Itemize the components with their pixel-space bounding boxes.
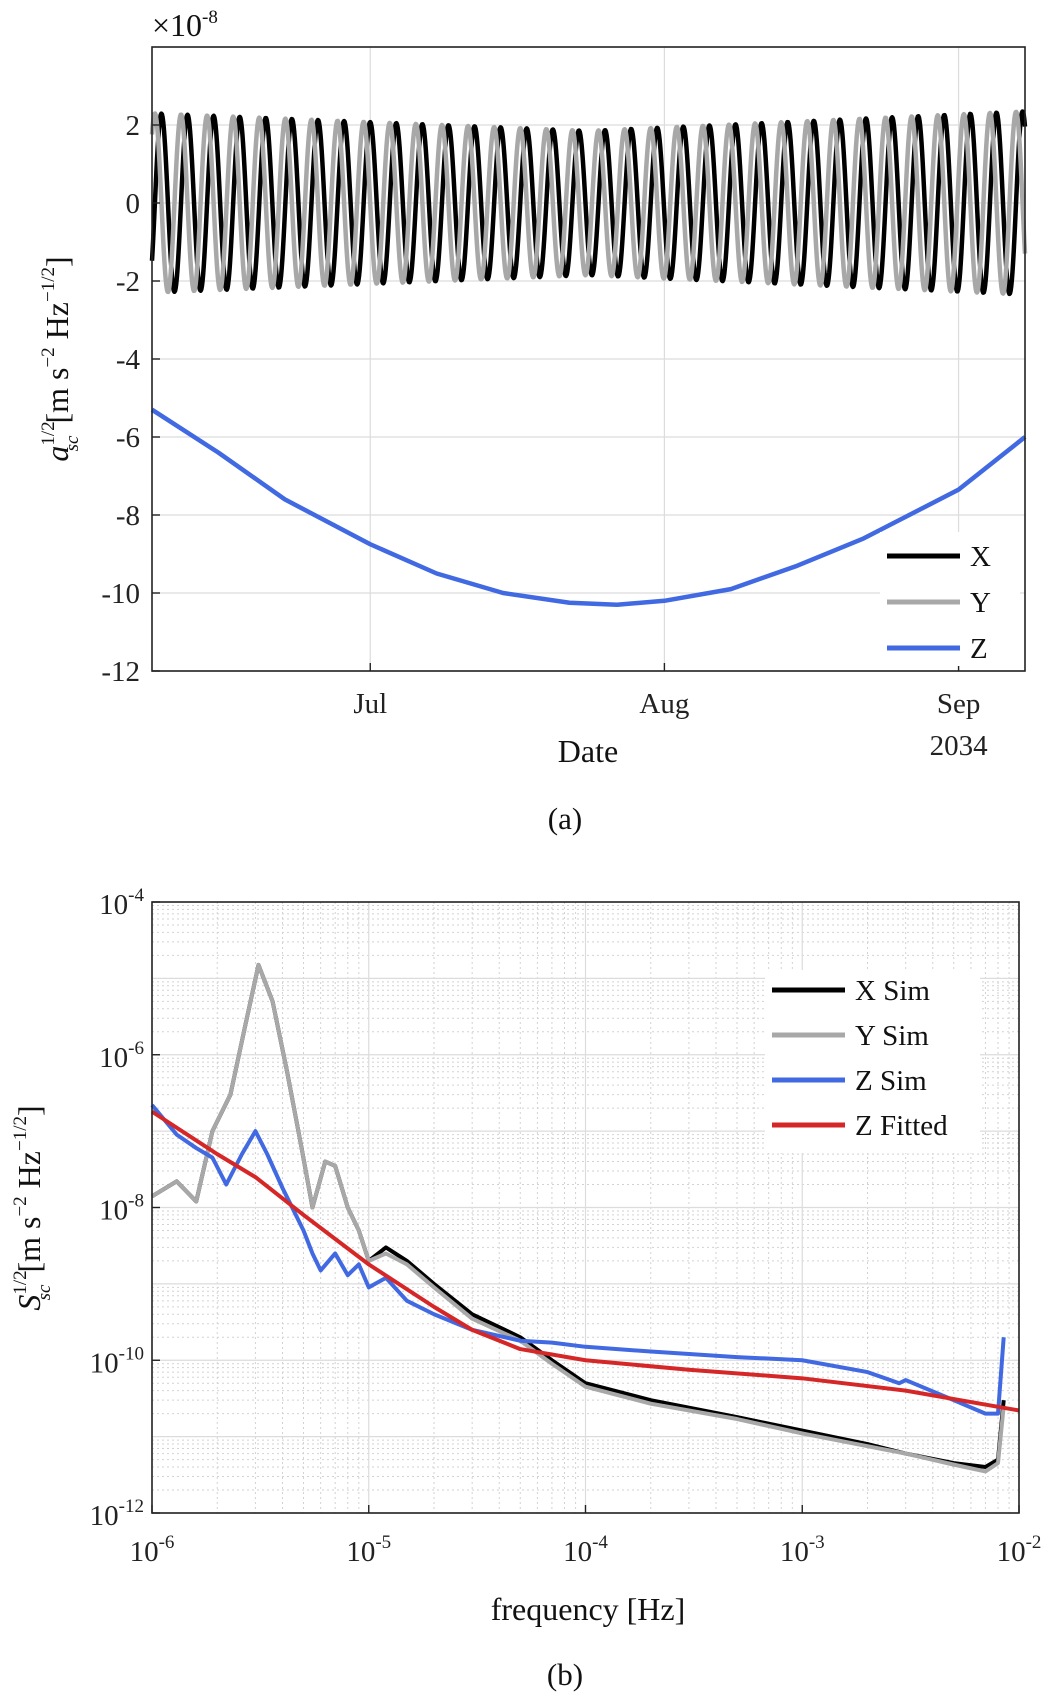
panel-a-ytick-label: -6 (116, 422, 140, 454)
panel-b-ticks: 10-6 10-5 10-4 10-3 10-2 10-4 10-6 10-8 10-10 10-… (90, 885, 1042, 1568)
panel-b-series-z-fitted (150, 1109, 1020, 1413)
panel-b-ytick-label: 10-4 (99, 885, 144, 921)
panel-a-ytick-label: -12 (101, 656, 140, 688)
panel-b-legend-label: Z Sim (855, 1065, 927, 1097)
panel-b-legend-label: X Sim (855, 975, 930, 1007)
panel-a-series-y (149, 109, 1028, 296)
panel-a-ytick-label: 0 (126, 188, 141, 220)
panel-b-xtick-label: 10-6 (130, 1532, 175, 1568)
panel-a-legend: XYZ (880, 532, 1020, 666)
panel-a-xlabel: Date (558, 733, 618, 769)
panel-a-xtick-label: Aug (639, 688, 689, 720)
panel-a-series (149, 109, 1028, 607)
panel-b-xtick-label: 10-5 (346, 1532, 391, 1568)
panel-a-ytick-label: -8 (116, 500, 140, 532)
panel-b-xtick-label: 10-2 (997, 1532, 1042, 1568)
panel-a-xtick-year: 2034 (930, 730, 989, 762)
panel-b-legend-label: Y Sim (855, 1020, 929, 1052)
panel-a-legend-label: X (970, 541, 991, 573)
panel-a-legend-label: Y (970, 587, 991, 619)
panel-a-caption: (a) (548, 801, 582, 836)
panel-a-ticks: 2 0 -2 -4 -6 -8 -10 -12 Jul Aug Sep 2034 (101, 110, 988, 762)
panel-b-ytick-label: 10-8 (99, 1191, 144, 1227)
panel-b-legend: X Sim Y Sim Z Sim Z Fitted (765, 970, 980, 1153)
panel-a-ytick-label: -2 (116, 266, 140, 298)
panel-b-xtick-label: 10-4 (563, 1532, 608, 1568)
panel-b-ylabel: S1/2 sc[m s−2 Hz−1/2] (10, 1105, 55, 1310)
panel-a-legend-label: Z (970, 633, 988, 665)
panel-b-ytick-label: 10-10 (90, 1343, 144, 1379)
panel-b-ytick-label: 10-12 (90, 1496, 144, 1532)
panel-b-series-y-sim (150, 962, 1006, 1474)
panel-b: 10-6 10-5 10-4 10-3 10-2 10-4 10-6 10-8 10-10 10-… (10, 885, 1041, 1692)
panel-a-ytick-label: -10 (101, 578, 140, 610)
panel-a-series-z (150, 407, 1027, 607)
panel-b-caption: (b) (547, 1657, 583, 1692)
panel-b-legend-label: Z Fitted (855, 1110, 948, 1142)
panel-a-exponent: ×10-8 (152, 7, 218, 43)
panel-a: 2 0 -2 -4 -6 -8 -10 -12 Jul Aug Sep 2034 ×10-8 Date… (38, 7, 1028, 836)
panel-a-ylabel: a1/2 sc[m s−2 Hz−1/2] (38, 256, 83, 461)
panel-a-xtick-label: Sep (937, 688, 981, 720)
panel-b-ytick-label: 10-6 (99, 1038, 144, 1074)
panel-b-xtick-label: 10-3 (780, 1532, 825, 1568)
panel-a-ytick-label: 2 (126, 110, 141, 142)
panel-b-xlabel: frequency [Hz] (491, 1591, 686, 1627)
panel-a-xtick-label: Jul (353, 688, 387, 720)
panel-b-series (150, 962, 1020, 1474)
panel-a-ytick-label: -4 (116, 344, 141, 376)
